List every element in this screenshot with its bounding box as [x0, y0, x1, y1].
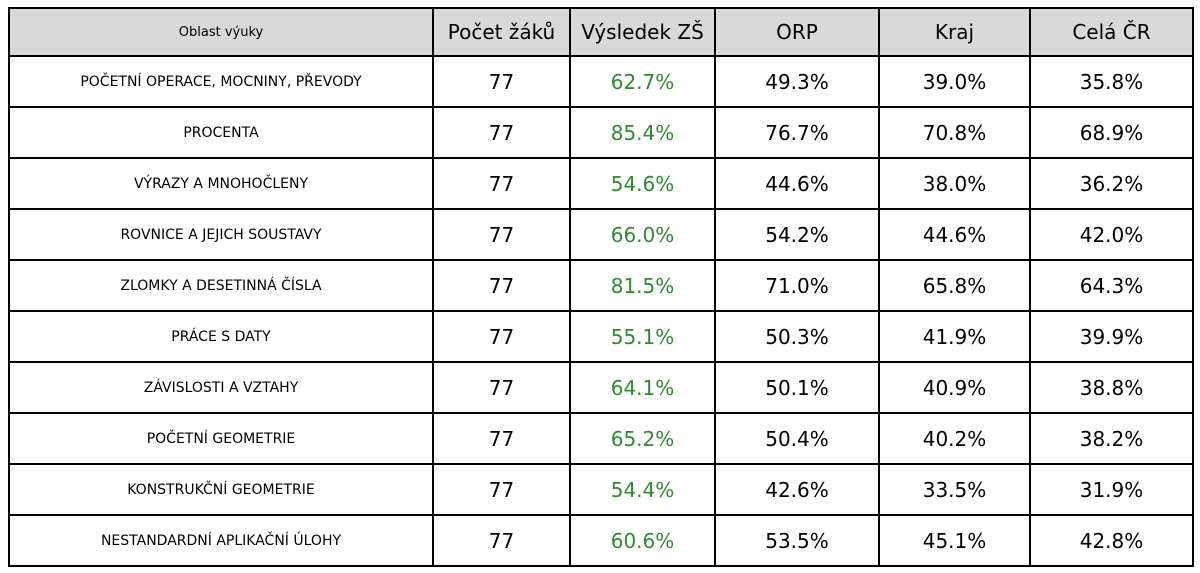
cell-region: 65.8%	[878, 259, 1031, 312]
cell-count: 77	[432, 157, 571, 210]
cell-country: 35.8%	[1029, 55, 1194, 108]
column-header-country: Celá ČR	[1029, 7, 1194, 57]
column-header-school-result: Výsledek ZŠ	[569, 7, 716, 57]
table-header-row: Oblast výuky Počet žáků Výsledek ZŠ ORP …	[8, 7, 1194, 57]
results-table: Oblast výuky Počet žáků Výsledek ZŠ ORP …	[8, 7, 1194, 567]
cell-school-result: 81.5%	[569, 259, 716, 312]
cell-school-result: 55.1%	[569, 310, 716, 363]
cell-school-result: 66.0%	[569, 208, 716, 261]
cell-count: 77	[432, 361, 571, 414]
cell-country: 68.9%	[1029, 106, 1194, 159]
table-row: KONSTRUKČNÍ GEOMETRIE 77 54.4% 42.6% 33.…	[8, 463, 1194, 516]
column-header-area: Oblast výuky	[8, 7, 434, 57]
cell-school-result: 85.4%	[569, 106, 716, 159]
cell-region: 70.8%	[878, 106, 1031, 159]
table-row: POČETNÍ OPERACE, MOCNINY, PŘEVODY 77 62.…	[8, 55, 1194, 108]
cell-orp: 44.6%	[714, 157, 880, 210]
table-row: ROVNICE A JEJICH SOUSTAVY 77 66.0% 54.2%…	[8, 208, 1194, 261]
cell-count: 77	[432, 463, 571, 516]
cell-count: 77	[432, 208, 571, 261]
table-row: ZÁVISLOSTI A VZTAHY 77 64.1% 50.1% 40.9%…	[8, 361, 1194, 414]
cell-region: 38.0%	[878, 157, 1031, 210]
cell-school-result: 64.1%	[569, 361, 716, 414]
column-header-region: Kraj	[878, 7, 1031, 57]
cell-region: 33.5%	[878, 463, 1031, 516]
cell-area: KONSTRUKČNÍ GEOMETRIE	[8, 463, 434, 516]
cell-orp: 42.6%	[714, 463, 880, 516]
cell-region: 44.6%	[878, 208, 1031, 261]
cell-orp: 49.3%	[714, 55, 880, 108]
cell-orp: 76.7%	[714, 106, 880, 159]
cell-country: 42.0%	[1029, 208, 1194, 261]
cell-count: 77	[432, 514, 571, 567]
table-row: ZLOMKY A DESETINNÁ ČÍSLA 77 81.5% 71.0% …	[8, 259, 1194, 312]
cell-orp: 54.2%	[714, 208, 880, 261]
cell-country: 36.2%	[1029, 157, 1194, 210]
cell-region: 40.2%	[878, 412, 1031, 465]
cell-area: VÝRAZY A MNOHOČLENY	[8, 157, 434, 210]
cell-country: 31.9%	[1029, 463, 1194, 516]
table-row: VÝRAZY A MNOHOČLENY 77 54.6% 44.6% 38.0%…	[8, 157, 1194, 210]
cell-count: 77	[432, 310, 571, 363]
cell-school-result: 60.6%	[569, 514, 716, 567]
cell-orp: 50.1%	[714, 361, 880, 414]
cell-count: 77	[432, 412, 571, 465]
cell-orp: 71.0%	[714, 259, 880, 312]
table-row: PRÁCE S DATY 77 55.1% 50.3% 41.9% 39.9%	[8, 310, 1194, 363]
cell-country: 39.9%	[1029, 310, 1194, 363]
table-row: POČETNÍ GEOMETRIE 77 65.2% 50.4% 40.2% 3…	[8, 412, 1194, 465]
cell-country: 38.8%	[1029, 361, 1194, 414]
cell-orp: 50.4%	[714, 412, 880, 465]
cell-school-result: 62.7%	[569, 55, 716, 108]
table-row: PROCENTA 77 85.4% 76.7% 70.8% 68.9%	[8, 106, 1194, 159]
cell-region: 45.1%	[878, 514, 1031, 567]
cell-country: 38.2%	[1029, 412, 1194, 465]
cell-area: ZLOMKY A DESETINNÁ ČÍSLA	[8, 259, 434, 312]
column-header-count: Počet žáků	[432, 7, 571, 57]
cell-region: 39.0%	[878, 55, 1031, 108]
column-header-orp: ORP	[714, 7, 880, 57]
cell-school-result: 54.4%	[569, 463, 716, 516]
cell-orp: 50.3%	[714, 310, 880, 363]
cell-area: POČETNÍ OPERACE, MOCNINY, PŘEVODY	[8, 55, 434, 108]
cell-count: 77	[432, 55, 571, 108]
cell-area: ZÁVISLOSTI A VZTAHY	[8, 361, 434, 414]
cell-area: ROVNICE A JEJICH SOUSTAVY	[8, 208, 434, 261]
cell-region: 40.9%	[878, 361, 1031, 414]
cell-count: 77	[432, 259, 571, 312]
cell-school-result: 65.2%	[569, 412, 716, 465]
cell-country: 64.3%	[1029, 259, 1194, 312]
cell-orp: 53.5%	[714, 514, 880, 567]
cell-area: NESTANDARDNÍ APLIKAČNÍ ÚLOHY	[8, 514, 434, 567]
cell-area: PRÁCE S DATY	[8, 310, 434, 363]
cell-country: 42.8%	[1029, 514, 1194, 567]
cell-school-result: 54.6%	[569, 157, 716, 210]
cell-area: PROCENTA	[8, 106, 434, 159]
cell-area: POČETNÍ GEOMETRIE	[8, 412, 434, 465]
cell-count: 77	[432, 106, 571, 159]
table-row: NESTANDARDNÍ APLIKAČNÍ ÚLOHY 77 60.6% 53…	[8, 514, 1194, 567]
cell-region: 41.9%	[878, 310, 1031, 363]
